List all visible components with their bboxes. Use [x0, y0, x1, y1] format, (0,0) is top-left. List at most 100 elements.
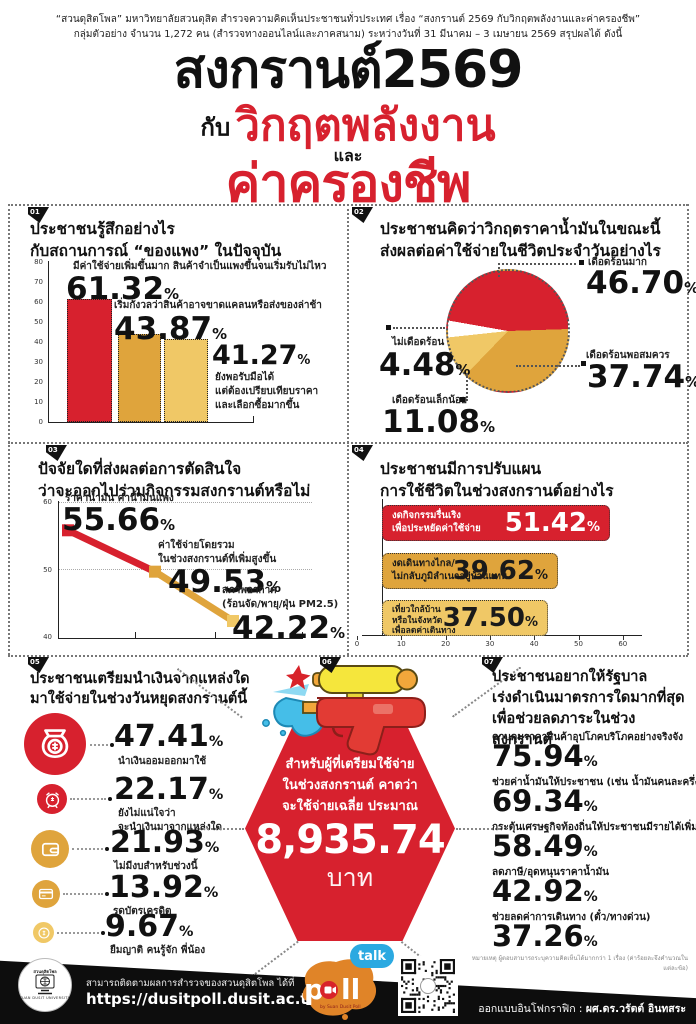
bar-still-coping — [164, 339, 208, 422]
hbar-skip-travel: งดเดินทางไกล/ไม่กลับภูมิลำเนาอยู่บ้านแทน… — [382, 553, 558, 589]
source-5-label: ยืมญาติ คนรู้จัก พี่น้อง — [110, 945, 206, 956]
point-2-label: ค่าใช้จ่ายโดยรวม ในช่วงสงกรานต์ที่เพิ่มส… — [158, 540, 277, 565]
title-line-3: และ — [333, 146, 363, 165]
hbar-skip-festivities: งดกิจกรรมรื่นเริง เพื่อประหยัดค่าใช้จ่าย … — [382, 505, 610, 541]
money-bag-icon — [24, 713, 86, 775]
gridline-50 — [58, 569, 312, 570]
leader-line — [393, 327, 445, 329]
hbar-1-value: 51.42% — [504, 508, 600, 538]
poll-talk-logo: p ll by Suan Dusit Poll talk — [296, 944, 402, 1024]
hbar-2-value: 39.62% — [452, 556, 548, 586]
point-2-value: 49.53% — [168, 564, 281, 600]
source-4-label: รูดบัตรเครดิต — [113, 906, 172, 917]
point-1-label: ราคาน้ำมัน ค่าน้ำมันแพง — [65, 493, 174, 504]
slice-value-moderate: 37.74% — [587, 359, 696, 395]
computer-globe-icon — [35, 974, 55, 995]
measure-1-value: 75.94% — [492, 739, 598, 773]
designer-credit: ออกแบบอินโฟกราฟิก : ผศ.ดร.วรัตต์ อินทสระ — [478, 1003, 686, 1015]
x-tick — [135, 632, 136, 638]
section-price-feeling: 01 ประชาชนรู้สึกอย่างไร กับสถานการณ์ “ขอ… — [10, 205, 348, 443]
point-3-value: 42.22% — [232, 610, 345, 646]
section-title: ประชาชนรู้สึกอย่างไร กับสถานการณ์ “ของแพ… — [30, 220, 282, 260]
leader-line — [466, 373, 468, 401]
average-spending-hexagon: สำหรับผู้ที่เตรียมใช้จ่าย ในช่วงสงกรานต์… — [245, 716, 455, 941]
source-3-value: 21.93% — [110, 825, 220, 860]
x-tick — [215, 632, 216, 638]
axis-end-hook — [253, 416, 254, 423]
divider-bottom — [8, 655, 688, 657]
poll-url-link[interactable]: https://dusitpoll.dusit.ac.th — [86, 990, 319, 1008]
callout-bullet — [460, 397, 465, 402]
x-tick — [295, 632, 296, 638]
source-line-2: กลุ่มตัวอย่าง จำนวน 1,272 คน (สำรวจทางออ… — [73, 29, 623, 40]
leader-line — [516, 365, 580, 367]
wallet-icon — [31, 830, 69, 868]
y-axis-line — [48, 261, 49, 423]
slice-value-slight: 11.08% — [382, 404, 495, 440]
poll-logo-blob: p ll by Suan Dusit Poll — [302, 959, 377, 1020]
slice-value-very: 46.70% — [586, 265, 696, 301]
title-line-2-prefix: กับ — [200, 113, 231, 142]
axis-end-hook — [302, 632, 303, 639]
section-money-sources: 05 ประชาชนเตรียมนำเงินจากแหล่งใด มาใช้จ่… — [10, 656, 255, 956]
source-3-label: ไม่มีงบสำหรับช่วงนี้ — [114, 861, 198, 872]
y-axis-line — [58, 501, 59, 639]
callout-bullet — [386, 325, 391, 330]
section-title: ปัจจัยใดที่ส่งผลต่อการตัดสินใจ ว่าจะออกไ… — [38, 460, 311, 500]
section-decision-factors: 03 ปัจจัยใดที่ส่งผลต่อการตัดสินใจ ว่าจะอ… — [10, 443, 348, 656]
slice-label-very: เดือดร้อนมาก — [588, 257, 647, 268]
section-title: ประชาชนอยากให้รัฐบาล เร่งดำเนินมาตรการใด… — [492, 669, 685, 749]
svg-text:ll: ll — [341, 973, 360, 1006]
section-oil-impact: 02 ประชาชนคิดว่าวิกฤตราคาน้ำมันในขณะนี้ … — [348, 205, 696, 443]
measure-5-label: ช่วยลดค่าการเดินทาง (ตั๋ว/ทางด่วน) — [492, 912, 651, 923]
bar-2-value: 43.87% — [114, 311, 227, 347]
section-gov-measures: 07 ประชาชนอยากให้รัฐบาล เร่งดำเนินมาตรกา… — [480, 656, 696, 958]
leader-line — [498, 263, 576, 265]
source-line-1: “สวนดุสิตโพล” มหาวิทยาลัยสวนดุสิต สำรวจค… — [55, 14, 641, 25]
qr-center-logo — [420, 978, 436, 994]
section-plan-adjustment: 04 ประชาชนมีการปรับแผน การใช้ชีวิตในช่วง… — [348, 443, 696, 656]
bar-2-label: เริ่มกังวลว่าสินค้าอาจขาดแคลนหรือส่งของล… — [114, 300, 322, 311]
measure-3-label: กระตุ้นเศรษฐกิจท้องถิ่นให้ประชาชนมีรายได… — [492, 822, 696, 833]
measure-3-value: 58.49% — [492, 829, 598, 863]
average-spending-unit: บาท — [326, 863, 374, 893]
callout-bullet — [579, 260, 584, 265]
pie-chart-oil-impact — [446, 269, 570, 393]
bar-chart-price-feeling: 0 10 20 30 40 50 60 70 80 — [30, 258, 345, 433]
bar-3-label: ยังพอรับมือได้ แต่ต้องเปรียบเทียบราคา แล… — [215, 372, 319, 411]
x-axis-line — [58, 638, 302, 639]
leader-line — [70, 797, 112, 801]
measure-5-value: 37.26% — [492, 919, 598, 953]
credit-card-icon — [32, 880, 60, 908]
leader-line — [57, 931, 105, 935]
title-line-4: ค่าครองชีพ — [225, 154, 472, 214]
leader-line — [90, 743, 114, 747]
dotted-horizontal — [456, 828, 500, 830]
hbar-3-value: 37.50% — [442, 603, 538, 633]
section-number-badge: 02 — [352, 207, 373, 223]
gridline-60 — [58, 502, 312, 503]
dotted-horizontal — [196, 828, 244, 830]
x-axis-line — [48, 422, 253, 423]
section-title: ประชาชนมีการปรับแผน การใช้ชีวิตในช่วงสงก… — [380, 460, 614, 500]
source-4-value: 13.92% — [109, 870, 219, 905]
point-1-value: 55.66% — [62, 502, 175, 538]
title-line-2: กับ วิกฤตพลังงาน — [0, 104, 696, 148]
leader-line — [498, 263, 500, 277]
measure-4-label: ลดภาษี/อุดหนุนราคาน้ำมัน — [492, 867, 610, 878]
svg-text:p: p — [304, 973, 324, 1006]
bar-shortage-worry — [118, 334, 161, 422]
point-3-label: สภาพอากาศ (ร้อนจัด/พายุ/ฝุ่น PM2.5) — [222, 585, 339, 610]
slice-label-none: ไม่เดือดร้อน — [392, 337, 445, 348]
slice-label-slight: เดือดร้อนเล็กน้อย — [392, 395, 467, 406]
slice-value-none: 4.48% — [379, 347, 471, 383]
slice-label-moderate: เดือดร้อนพอสมควร — [586, 350, 670, 361]
source-2-value: 22.17% — [114, 772, 224, 807]
leader-line — [63, 892, 109, 896]
measure-2-label: ช่วยค่าน้ำมันให้ประชาชน (เช่น น้ำมันคนละ… — [492, 777, 696, 788]
divider-vertical-center — [347, 204, 349, 655]
measure-4-value: 42.92% — [492, 874, 598, 908]
title-line-2-red: วิกฤตพลังงาน — [235, 100, 496, 151]
bar-1-label: มีค่าใช้จ่ายเพิ่มขึ้นมาก สินค้าจำเป็นแพง… — [73, 261, 327, 272]
